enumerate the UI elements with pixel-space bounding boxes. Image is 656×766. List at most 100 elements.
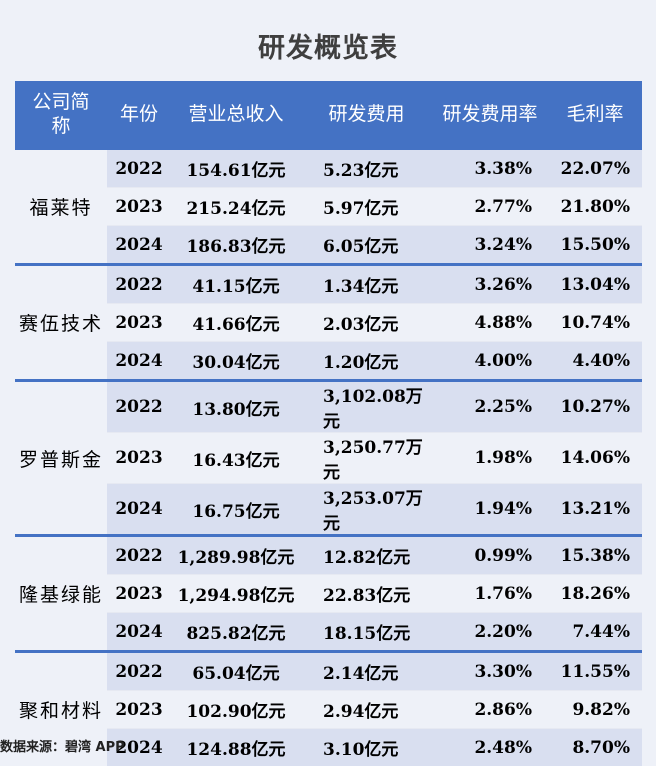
company-name-cell: 隆基绿能 [15, 536, 107, 652]
rd-rate-cell: 1.76% [432, 575, 548, 613]
revenue-cell: 124.88亿元 [171, 729, 301, 766]
rd-expense-cell: 22.83亿元 [301, 575, 432, 613]
revenue-cell: 41.66亿元 [171, 304, 301, 342]
year-cell: 2022 [107, 536, 171, 575]
year-cell: 2022 [107, 149, 171, 188]
year-cell: 2023 [107, 188, 171, 226]
year-cell: 2023 [107, 304, 171, 342]
rd-rate-cell: 2.48% [432, 729, 548, 766]
gross-margin-cell: 10.27% [548, 381, 642, 433]
revenue-cell: 154.61亿元 [171, 149, 301, 188]
gross-margin-cell: 10.74% [548, 304, 642, 342]
year-cell: 2024 [107, 613, 171, 652]
header-rd-expense: 研发费用 [301, 81, 432, 149]
year-cell: 2024 [107, 226, 171, 265]
revenue-cell: 215.24亿元 [171, 188, 301, 226]
rd-expense-cell: 18.15亿元 [301, 613, 432, 652]
gross-margin-cell: 15.38% [548, 536, 642, 575]
header-year: 年份 [107, 81, 171, 149]
rd-expense-cell: 3,250.77万元 [301, 433, 432, 484]
header-company: 公司简称 [15, 81, 107, 149]
year-cell: 2024 [107, 342, 171, 381]
rd-expense-cell: 6.05亿元 [301, 226, 432, 265]
rd-rate-cell: 2.86% [432, 691, 548, 729]
gross-margin-cell: 9.82% [548, 691, 642, 729]
gross-margin-cell: 21.80% [548, 188, 642, 226]
rd-rate-cell: 2.25% [432, 381, 548, 433]
year-cell: 2022 [107, 265, 171, 304]
rd-rate-cell: 3.26% [432, 265, 548, 304]
gross-margin-cell: 8.70% [548, 729, 642, 766]
revenue-cell: 186.83亿元 [171, 226, 301, 265]
rd-rate-cell: 3.24% [432, 226, 548, 265]
rd-expense-cell: 5.97亿元 [301, 188, 432, 226]
year-cell: 2024 [107, 484, 171, 536]
gross-margin-cell: 14.06% [548, 433, 642, 484]
gross-margin-cell: 18.26% [548, 575, 642, 613]
rd-expense-cell: 1.34亿元 [301, 265, 432, 304]
year-cell: 2023 [107, 433, 171, 484]
rd-rate-cell: 1.98% [432, 433, 548, 484]
revenue-cell: 65.04亿元 [171, 652, 301, 691]
rd-rate-cell: 2.77% [432, 188, 548, 226]
gross-margin-cell: 13.04% [548, 265, 642, 304]
gross-margin-cell: 11.55% [548, 652, 642, 691]
gross-margin-cell: 22.07% [548, 149, 642, 188]
revenue-cell: 1,289.98亿元 [171, 536, 301, 575]
gross-margin-cell: 7.44% [548, 613, 642, 652]
rd-rate-cell: 3.38% [432, 149, 548, 188]
rd-rate-cell: 4.88% [432, 304, 548, 342]
revenue-cell: 30.04亿元 [171, 342, 301, 381]
company-name-cell: 赛伍技术 [15, 265, 107, 381]
rd-expense-cell: 3,253.07万元 [301, 484, 432, 536]
company-name-cell: 福莱特 [15, 149, 107, 265]
revenue-cell: 1,294.98亿元 [171, 575, 301, 613]
rd-rate-cell: 0.99% [432, 536, 548, 575]
source-note: 数据来源：碧湾 APP [0, 736, 125, 755]
rd-rate-cell: 4.00% [432, 342, 548, 381]
rd-rate-cell: 2.20% [432, 613, 548, 652]
rd-rate-cell: 1.94% [432, 484, 548, 536]
gross-margin-cell: 4.40% [548, 342, 642, 381]
gross-margin-cell: 15.50% [548, 226, 642, 265]
revenue-cell: 13.80亿元 [171, 381, 301, 433]
rd-expense-cell: 5.23亿元 [301, 149, 432, 188]
rd-expense-cell: 1.20亿元 [301, 342, 432, 381]
rd-expense-cell: 2.94亿元 [301, 691, 432, 729]
revenue-cell: 825.82亿元 [171, 613, 301, 652]
rd-expense-cell: 3.10亿元 [301, 729, 432, 766]
revenue-cell: 102.90亿元 [171, 691, 301, 729]
year-cell: 2023 [107, 691, 171, 729]
revenue-cell: 16.75亿元 [171, 484, 301, 536]
rd-expense-cell: 2.03亿元 [301, 304, 432, 342]
header-revenue: 营业总收入 [171, 81, 301, 149]
gross-margin-cell: 13.21% [548, 484, 642, 536]
revenue-cell: 16.43亿元 [171, 433, 301, 484]
year-cell: 2022 [107, 381, 171, 433]
rd-expense-cell: 3,102.08万元 [301, 381, 432, 433]
header-row: 公司简称 年份 营业总收入 研发费用 研发费用率 毛利率 [15, 81, 642, 149]
header-rd-rate: 研发费用率 [432, 81, 548, 149]
rd-expense-cell: 12.82亿元 [301, 536, 432, 575]
rd-rate-cell: 3.30% [432, 652, 548, 691]
year-cell: 2022 [107, 652, 171, 691]
revenue-cell: 41.15亿元 [171, 265, 301, 304]
company-name-cell: 罗普斯金 [15, 381, 107, 536]
header-gross-margin: 毛利率 [548, 81, 642, 149]
page-title: 研发概览表 [0, 26, 656, 65]
